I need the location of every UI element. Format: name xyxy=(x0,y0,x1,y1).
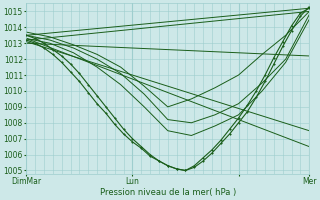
X-axis label: Pression niveau de la mer( hPa ): Pression niveau de la mer( hPa ) xyxy=(100,188,236,197)
